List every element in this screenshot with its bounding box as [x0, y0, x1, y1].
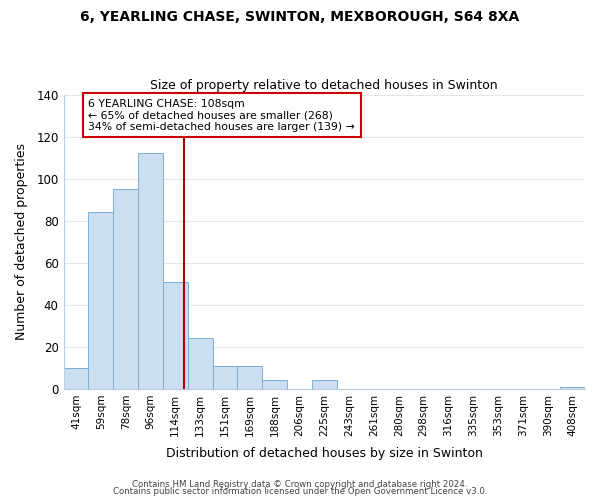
Bar [138, 154, 163, 389]
Bar [560, 387, 585, 389]
Text: 6, YEARLING CHASE, SWINTON, MEXBOROUGH, S64 8XA: 6, YEARLING CHASE, SWINTON, MEXBOROUGH, … [80, 10, 520, 24]
Text: Contains HM Land Registry data © Crown copyright and database right 2024.: Contains HM Land Registry data © Crown c… [132, 480, 468, 489]
Bar [212, 366, 238, 389]
Bar [88, 212, 113, 389]
Bar [312, 380, 337, 389]
Title: Size of property relative to detached houses in Swinton: Size of property relative to detached ho… [151, 79, 498, 92]
Text: Contains public sector information licensed under the Open Government Licence v3: Contains public sector information licen… [113, 487, 487, 496]
X-axis label: Distribution of detached houses by size in Swinton: Distribution of detached houses by size … [166, 447, 483, 460]
Y-axis label: Number of detached properties: Number of detached properties [15, 143, 28, 340]
Bar [262, 380, 287, 389]
Bar [163, 282, 188, 389]
Text: 6 YEARLING CHASE: 108sqm
← 65% of detached houses are smaller (268)
34% of semi-: 6 YEARLING CHASE: 108sqm ← 65% of detach… [88, 99, 355, 132]
Bar [64, 368, 88, 389]
Bar [113, 189, 138, 389]
Bar [188, 338, 212, 389]
Bar [238, 366, 262, 389]
